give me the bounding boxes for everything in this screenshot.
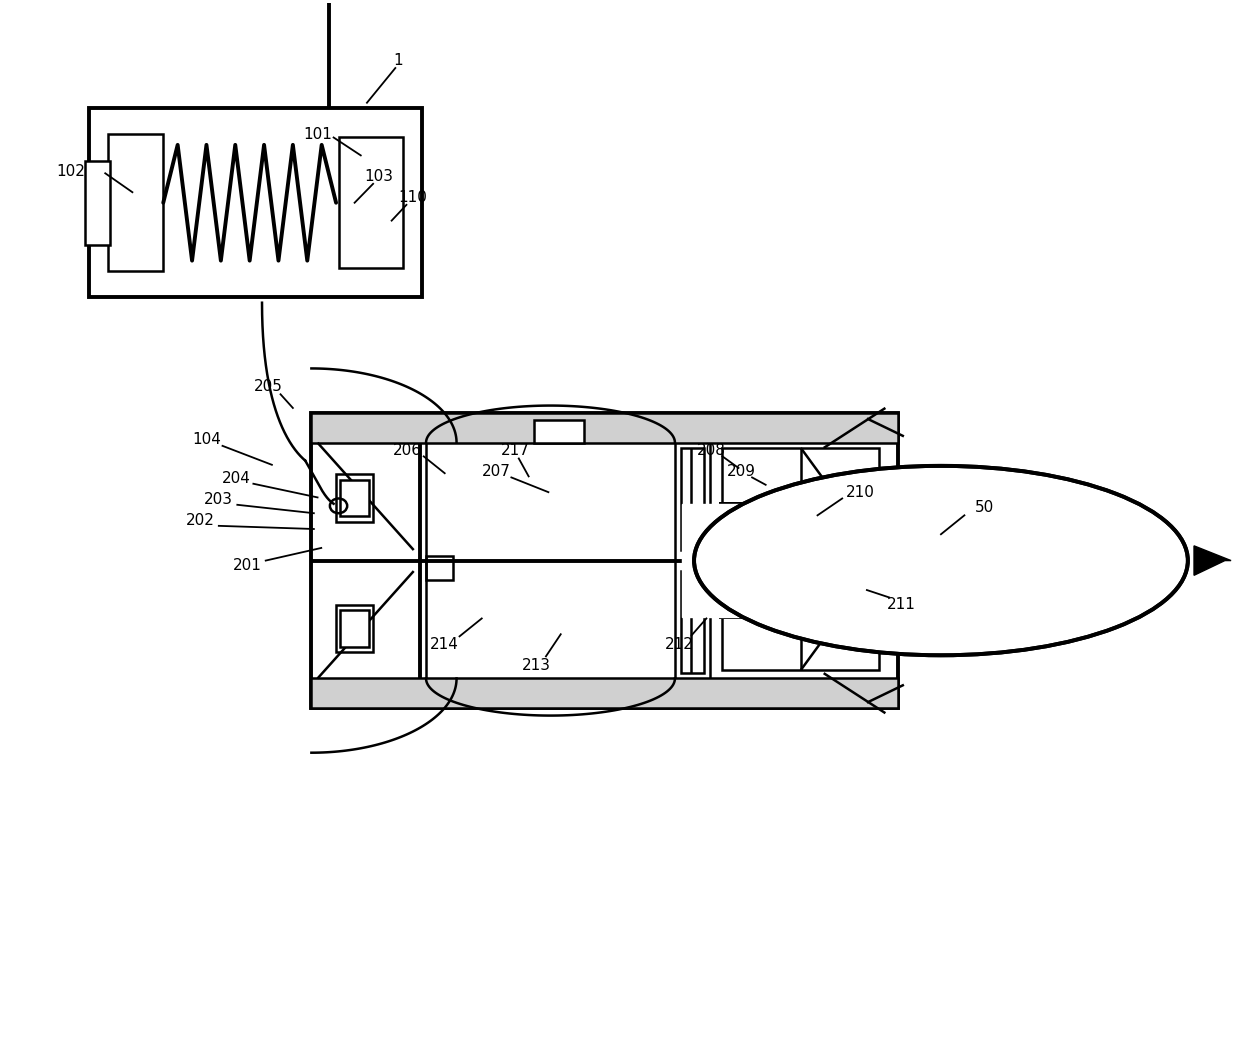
Bar [723,563,879,670]
Bar [340,479,370,516]
Bar [427,557,453,580]
Bar [534,420,584,442]
Ellipse shape [694,466,1188,655]
Text: 102: 102 [56,164,86,179]
Text: 217: 217 [501,442,529,457]
Text: 202: 202 [186,513,215,528]
Text: 110: 110 [398,190,427,205]
Bar [89,108,423,297]
Polygon shape [1194,546,1231,576]
Bar [339,138,403,268]
Text: 211: 211 [887,598,916,613]
Text: 208: 208 [697,442,725,457]
Text: 207: 207 [482,463,511,478]
Bar [681,571,704,673]
Text: 209: 209 [727,463,755,478]
Bar [311,414,898,442]
Text: 104: 104 [192,432,221,448]
Text: 101: 101 [303,127,332,142]
Bar [723,448,879,555]
Text: 205: 205 [254,380,283,395]
Text: 103: 103 [365,169,394,184]
Text: 203: 203 [205,492,233,507]
Text: 212: 212 [665,637,693,653]
Text: 1: 1 [393,53,403,68]
Bar [336,605,373,652]
Polygon shape [682,504,768,618]
Bar [86,161,110,244]
Bar [311,414,898,708]
Bar [340,610,370,646]
Text: 201: 201 [233,559,262,573]
Text: 204: 204 [222,471,250,486]
Bar [336,474,373,522]
Text: 210: 210 [846,485,875,499]
Bar [681,448,704,550]
Text: 206: 206 [393,442,422,457]
Bar [311,678,898,708]
Text: 214: 214 [430,637,459,653]
Text: 213: 213 [522,658,551,673]
Bar [108,134,164,271]
Text: 50: 50 [975,500,993,515]
